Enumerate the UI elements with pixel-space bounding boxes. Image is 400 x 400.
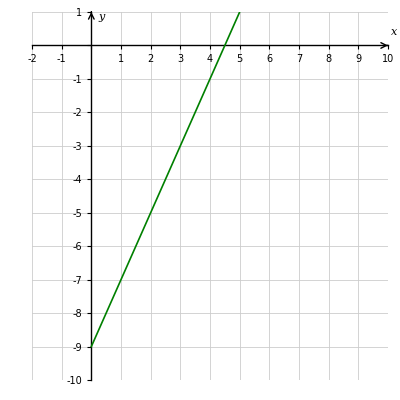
- Text: y: y: [99, 12, 105, 22]
- Text: x: x: [391, 27, 397, 37]
